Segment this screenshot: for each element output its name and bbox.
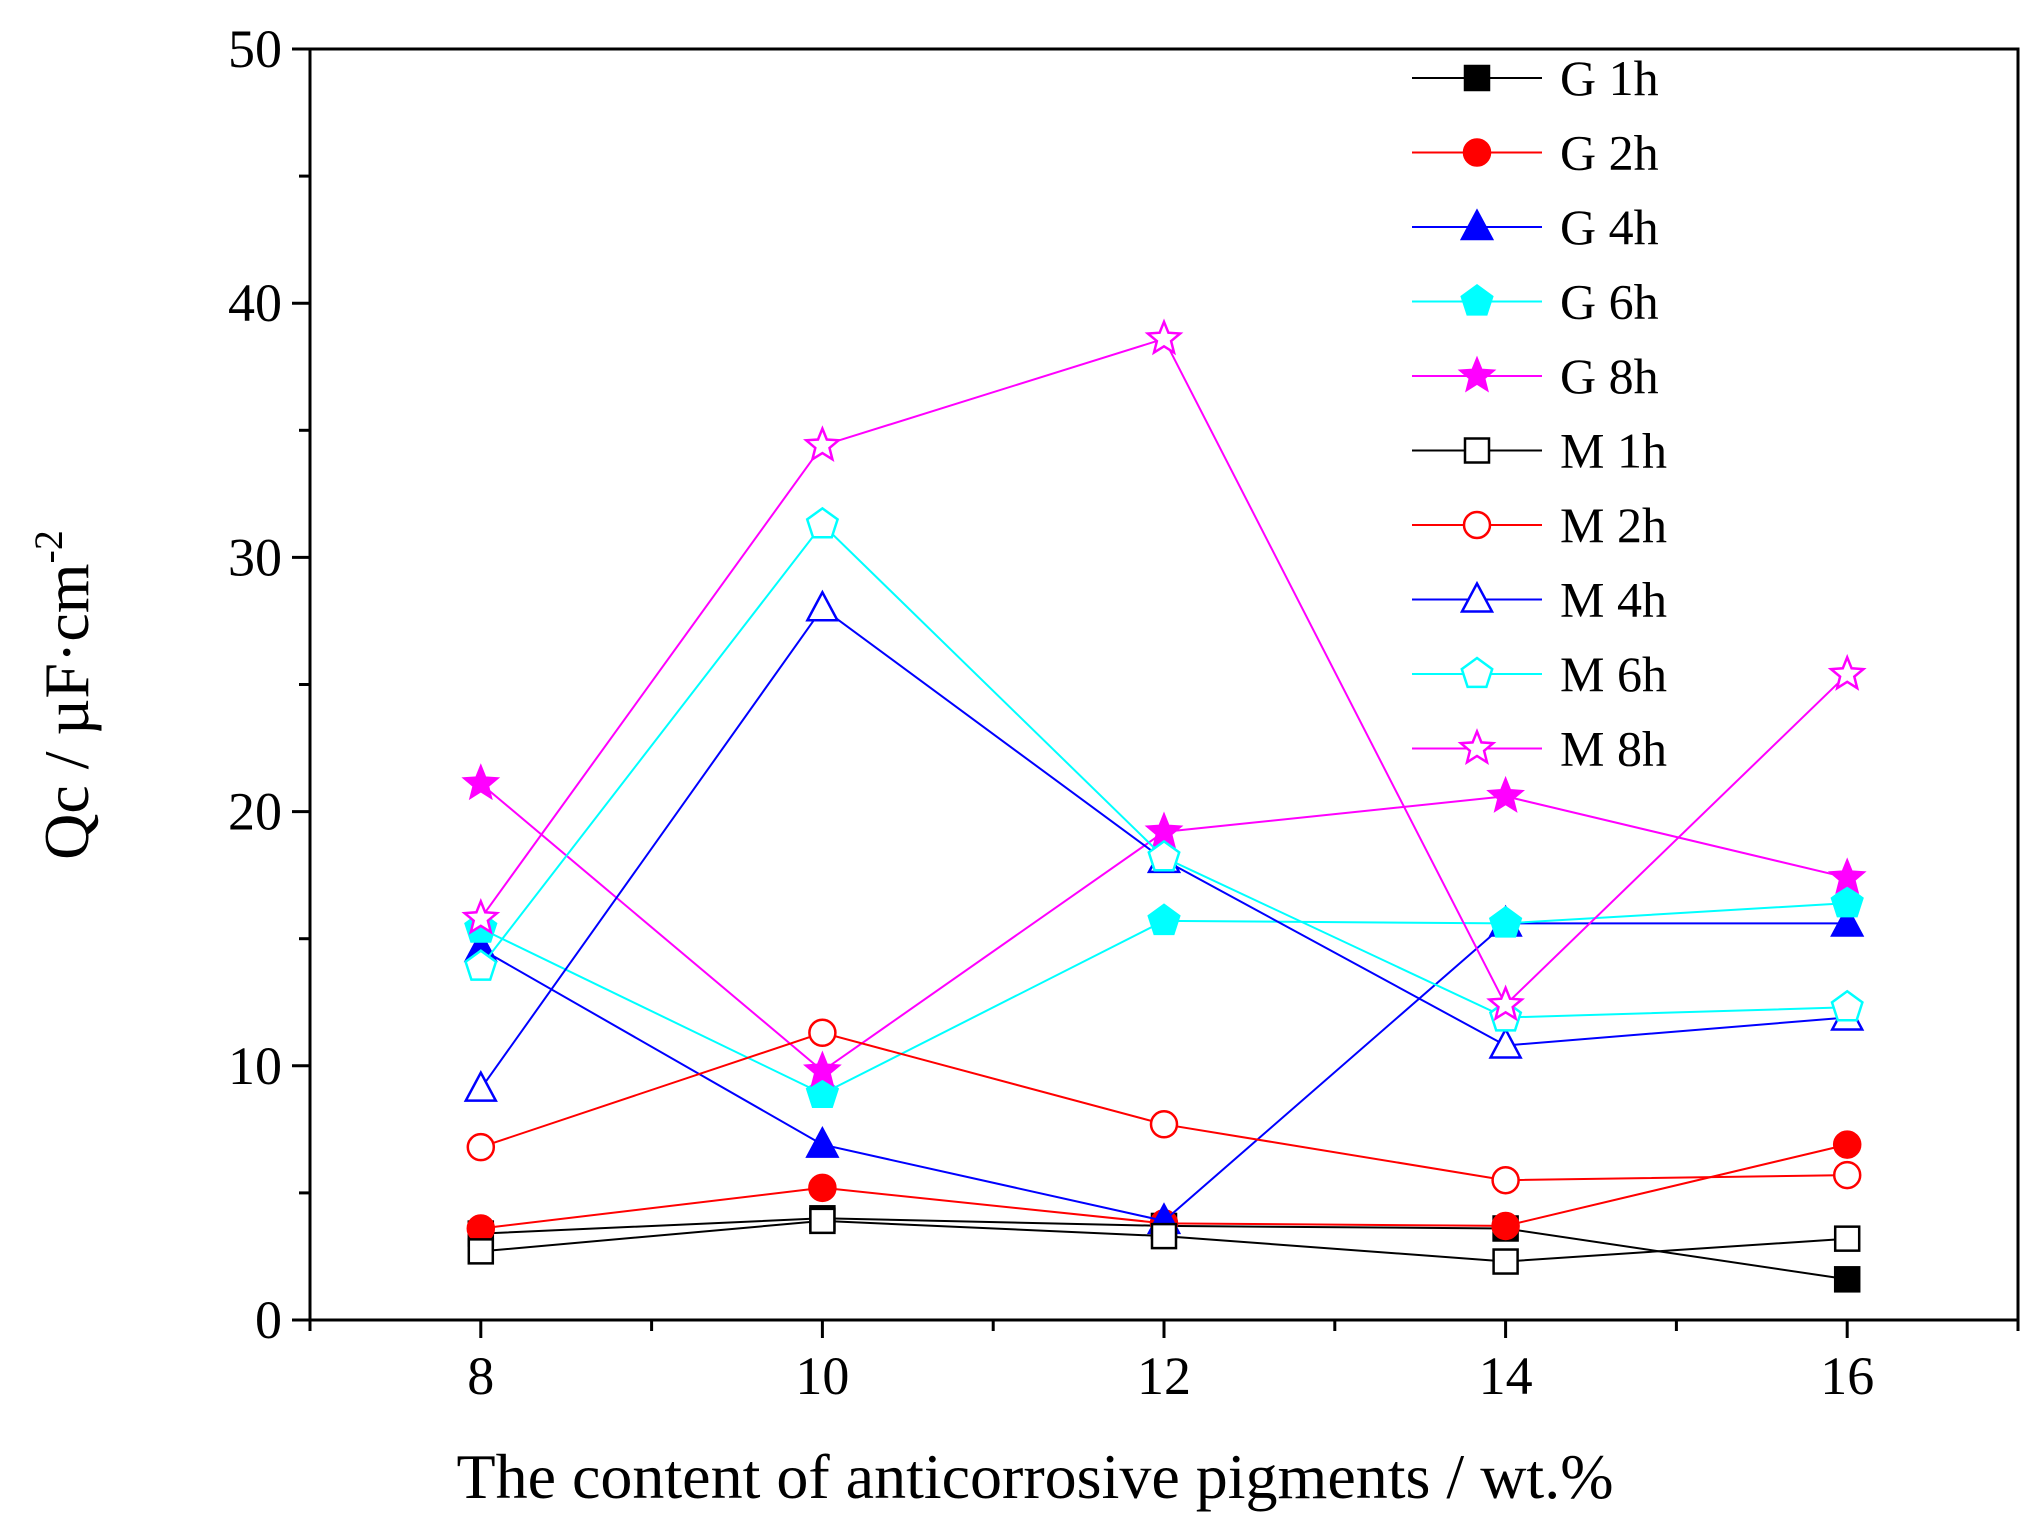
x-axis-title: The content of anticorrosive pigments / … [456, 1441, 1613, 1512]
series-m-2h [466, 1018, 1862, 1195]
legend-label: M 2h [1560, 497, 1667, 553]
x-tick-label: 8 [467, 1346, 494, 1406]
legend-item: M 2h [1412, 497, 1667, 553]
legend-label: G 1h [1560, 50, 1659, 106]
legend-marker [1457, 728, 1497, 766]
y-axis-title: Qc / µF·cm-2 [26, 530, 102, 860]
data-point [466, 1214, 496, 1243]
legend-marker [1460, 283, 1494, 316]
series-layer [461, 318, 1867, 1293]
data-point [1832, 1130, 1862, 1159]
legend-item: M 6h [1412, 646, 1667, 702]
x-tick-label: 12 [1137, 1346, 1191, 1406]
data-point [1144, 318, 1184, 356]
y-tick-label: 50 [228, 19, 282, 79]
data-point [1488, 1026, 1523, 1059]
legend-marker [1463, 64, 1491, 92]
y-axis-title-text: Qc / µF·cm [31, 563, 102, 859]
data-point [1833, 1225, 1861, 1252]
data-point [463, 1070, 498, 1102]
legend-item: G 8h [1412, 348, 1659, 404]
legend-label: M 6h [1560, 646, 1667, 702]
series-g-6h [464, 885, 1864, 1108]
data-point [1486, 775, 1525, 813]
data-point [1492, 1248, 1519, 1275]
data-point [1827, 653, 1867, 691]
data-point [1833, 1266, 1861, 1293]
legend: G 1h G 2h G 4h G 6h G 8h M 1h M 2h M 4h M 6h M 8h [1412, 50, 1667, 777]
data-point [1488, 905, 1523, 938]
data-point [803, 425, 842, 462]
legend-item: G 1h [1412, 50, 1659, 106]
series-line [480, 1031, 1848, 1182]
legend-marker [1459, 208, 1495, 241]
y-tick-label: 30 [228, 527, 282, 587]
y-axis-title-exponent: -2 [26, 530, 71, 563]
data-point [805, 1125, 840, 1158]
data-point [467, 1238, 495, 1265]
series-g-4h [463, 904, 1865, 1235]
data-point [1491, 1211, 1520, 1241]
legend-label: M 4h [1560, 572, 1667, 628]
data-point [1486, 984, 1525, 1022]
data-point [466, 1132, 496, 1162]
data-point [808, 1173, 837, 1203]
data-point [1144, 811, 1184, 849]
legend-item: G 6h [1412, 274, 1659, 330]
data-point [1149, 1110, 1179, 1139]
data-point [1830, 904, 1865, 937]
legend-label: M 1h [1560, 423, 1667, 479]
data-point [1827, 857, 1867, 895]
legend-marker [1459, 580, 1495, 613]
y-tick-label: 10 [228, 1036, 282, 1096]
legend-item: G 2h [1412, 125, 1659, 181]
legend-marker [1462, 510, 1492, 540]
data-point [805, 506, 840, 539]
data-point [805, 1076, 840, 1108]
data-point [461, 763, 501, 801]
legend-label: G 4h [1560, 199, 1659, 255]
legend-label: G 2h [1560, 125, 1659, 181]
legend-marker [1462, 138, 1492, 167]
series-m-8h [461, 318, 1867, 1022]
x-tick-label: 10 [795, 1346, 849, 1406]
data-point [1491, 1165, 1520, 1195]
legend-label: M 8h [1560, 721, 1667, 777]
data-point [805, 589, 840, 622]
data-point [803, 1050, 842, 1088]
legend-label: G 8h [1560, 348, 1659, 404]
legend-marker [1457, 355, 1497, 393]
legend-marker [1463, 437, 1491, 464]
y-tick-label: 20 [228, 782, 282, 842]
x-tick-label: 16 [1820, 1346, 1874, 1406]
y-tick-label: 0 [255, 1290, 282, 1350]
data-point [1832, 1160, 1862, 1190]
data-point [1830, 885, 1864, 918]
series-g-8h [461, 763, 1867, 1088]
x-tick-label: 14 [1479, 1346, 1533, 1406]
data-point [1150, 1222, 1178, 1250]
data-point [809, 1207, 836, 1235]
data-point [1830, 989, 1864, 1022]
legend-item: M 4h [1412, 572, 1667, 628]
legend-item: M 8h [1412, 721, 1667, 777]
legend-item: G 4h [1412, 199, 1659, 255]
data-point [808, 1018, 837, 1048]
legend-marker [1460, 656, 1494, 689]
legend-label: G 6h [1560, 274, 1659, 330]
data-point [464, 949, 498, 981]
y-tick-label: 40 [228, 273, 282, 333]
axes: 8 10 12 14 16 0 10 20 30 40 50 [228, 19, 2020, 1406]
data-point [1147, 903, 1181, 936]
series-m-1h [467, 1207, 1861, 1275]
data-point [461, 898, 501, 935]
legend-item: M 1h [1412, 423, 1667, 479]
data-point [1147, 839, 1181, 872]
series-line [480, 922, 1848, 1222]
